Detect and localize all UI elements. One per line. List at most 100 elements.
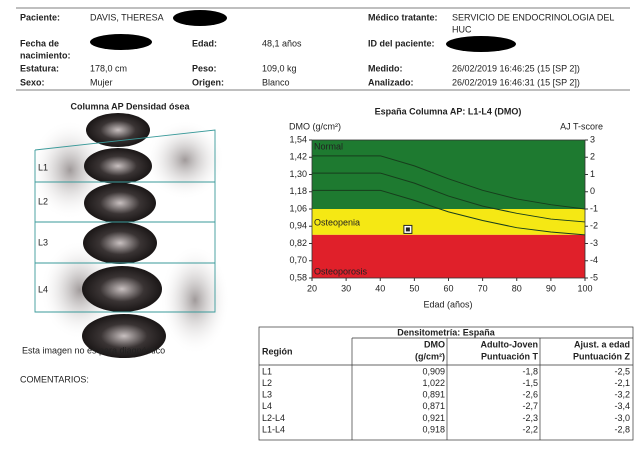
x-tick-label: 70: [478, 283, 488, 293]
table-cell: 0,918: [422, 424, 445, 434]
field-label: Paciente:: [20, 12, 60, 22]
y2-tick-label: -2: [590, 221, 598, 231]
redaction: [173, 10, 227, 26]
y2-tick-label: -3: [590, 238, 598, 248]
vertebra: [86, 113, 150, 147]
vertebra: [84, 183, 156, 223]
y-tick-label: 1,30: [289, 169, 307, 179]
field-value: DAVIS, THERESA: [90, 12, 164, 22]
table-cell: L3: [262, 390, 272, 400]
column-header: Puntuación T: [481, 351, 538, 361]
x-tick-label: 100: [577, 283, 592, 293]
reference-curve: [312, 189, 586, 236]
column-header: Ajust. a edad: [574, 339, 630, 349]
table-cell: -2,7: [522, 401, 538, 411]
field-value: 26/02/2019 16:46:31 (15 [SP 2]): [452, 77, 580, 87]
region-label: L3: [38, 237, 48, 247]
field-label: Estatura:: [20, 63, 59, 73]
spine-image: [30, 113, 230, 358]
x-tick-label: 30: [341, 283, 351, 293]
field-label: nacimiento:: [20, 50, 71, 60]
field-label: Médico tratante:: [368, 12, 438, 22]
y2-tick-label: 3: [590, 134, 595, 144]
zone: [312, 234, 585, 278]
region-box: [34, 129, 216, 313]
x-axis-label: Edad (años): [423, 299, 472, 309]
patient-marker-core: [405, 227, 410, 232]
soft-tissue: [160, 245, 230, 355]
table-cell: -2,8: [614, 424, 630, 434]
x-tick-label: 90: [546, 283, 556, 293]
field-value: HUC: [452, 24, 472, 34]
field-label: Origen:: [192, 77, 224, 87]
field-value: SERVICIO DE ENDOCRINOLOGIA DEL: [452, 12, 614, 22]
comments-label: COMENTARIOS:: [20, 374, 89, 384]
field-label: Edad:: [192, 38, 217, 48]
table-cell: 1,022: [422, 378, 445, 388]
table-cell: 0,909: [422, 366, 445, 376]
y2-tick-label: -5: [590, 272, 598, 282]
field-label: Fecha de: [20, 38, 59, 48]
region-label: L4: [38, 284, 48, 294]
column-header: (g/cm²): [415, 351, 445, 361]
y2-axis-label: AJ T-score: [560, 121, 603, 131]
y-tick-label: 0,58: [289, 272, 307, 282]
table-cell: -2,6: [522, 390, 538, 400]
table-cell: 0,921: [422, 413, 445, 423]
table-border: [258, 326, 634, 441]
chart-title: España Columna AP: L1-L4 (DMO): [375, 106, 522, 116]
field-value: 178,0 cm: [90, 63, 127, 73]
field-label: Medido:: [368, 63, 403, 73]
table-title: Densitometría: España: [397, 327, 496, 337]
table-cell: -1,8: [522, 366, 538, 376]
x-tick-label: 80: [512, 283, 522, 293]
reference-curve: [312, 155, 586, 210]
field-label: ID del paciente:: [368, 38, 435, 48]
redaction: [90, 34, 152, 50]
table-cell: 0,891: [422, 390, 445, 400]
zone-label: Normal: [314, 141, 343, 151]
vertebra: [82, 266, 162, 312]
vertebra: [83, 222, 157, 264]
table-cell: -2,1: [614, 378, 630, 388]
y-tick-label: 0,70: [289, 255, 307, 265]
x-tick-label: 60: [443, 283, 453, 293]
column-header: Puntuación Z: [573, 351, 630, 361]
zone-label: Osteopenia: [314, 217, 360, 227]
field-value: 109,0 kg: [262, 63, 297, 73]
column-header: Adulto-Joven: [481, 339, 539, 349]
column-header: DMO: [424, 339, 445, 349]
field-value: 48,1 años: [262, 38, 302, 48]
y-tick-label: 1,54: [289, 134, 307, 144]
table-cell: L1-L4: [262, 424, 285, 434]
y2-tick-label: 0: [590, 186, 595, 196]
table-cell: -3,0: [614, 413, 630, 423]
redaction: [446, 36, 516, 52]
table-cell: -2,3: [522, 413, 538, 423]
field-value: Blanco: [262, 77, 290, 87]
image-caption: Esta imagen no es para diagnóstico: [22, 345, 165, 355]
field-label: Peso:: [192, 63, 217, 73]
x-tick-label: 20: [307, 283, 317, 293]
vertebra: [82, 314, 166, 358]
x-tick-label: 40: [375, 283, 385, 293]
table-cell: L2-L4: [262, 413, 285, 423]
field-label: Analizado:: [368, 77, 414, 87]
column-header: Región: [262, 346, 293, 356]
y-tick-label: 1,06: [289, 203, 307, 213]
vertebra: [84, 148, 152, 184]
x-tick-label: 50: [409, 283, 419, 293]
table-cell: L4: [262, 401, 272, 411]
reference-curve: [312, 172, 586, 223]
y-tick-label: 0,94: [289, 221, 307, 231]
table-cell: -3,4: [614, 401, 630, 411]
soft-tissue: [145, 120, 225, 200]
table-cell: L1: [262, 366, 272, 376]
region-label: L2: [38, 196, 48, 206]
y-axis-label: DMO (g/cm²): [289, 121, 341, 131]
table-cell: L2: [262, 378, 272, 388]
zone-label: Osteoporosis: [314, 266, 368, 276]
field-value: 26/02/2019 16:46:25 (15 [SP 2]): [452, 63, 580, 73]
